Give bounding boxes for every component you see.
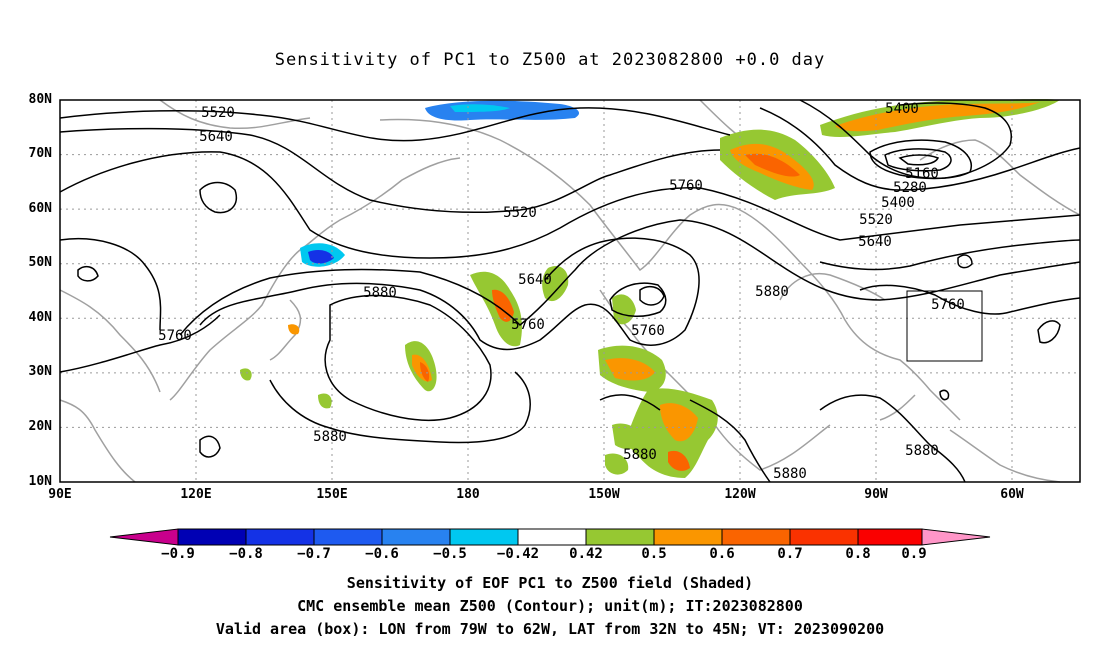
lon-label: 90E: [48, 487, 72, 502]
lon-label: 120E: [180, 487, 212, 502]
contour-label: 5880: [755, 284, 789, 300]
colorbar-label: −0.9: [161, 546, 195, 562]
contour-label: 5760: [631, 323, 665, 339]
colorbar-label: −0.42: [496, 546, 540, 562]
contour-label: 5880: [905, 443, 939, 459]
contour-label: 5400: [881, 195, 915, 211]
colorbar-swatch: [177, 528, 247, 546]
lat-label: 50N: [28, 255, 52, 270]
lat-label: 40N: [28, 310, 52, 325]
colorbar-swatch: [585, 528, 655, 546]
sensitivity-shading: [240, 99, 1060, 478]
colorbar-swatch: [381, 528, 451, 546]
contour-label: 5640: [518, 272, 552, 288]
colorbar-label: 0.42: [569, 546, 603, 562]
contour-label: 5520: [859, 212, 893, 228]
colorbar-swatch: [313, 528, 383, 546]
lat-label: 70N: [28, 146, 52, 161]
colorbar-swatch: [789, 528, 859, 546]
contour-label: 5880: [363, 285, 397, 301]
colorbar-swatch: [245, 528, 315, 546]
colorbar-swatch: [109, 528, 179, 546]
contour-label: 5880: [313, 429, 347, 445]
z500-contours: [59, 99, 1081, 483]
contour-label: 5760: [511, 317, 545, 333]
lat-label: 10N: [28, 474, 52, 489]
colorbar-label: −0.6: [365, 546, 399, 562]
colorbar-swatch: [721, 528, 791, 546]
contour-label: 5640: [199, 129, 233, 145]
contour-label: 5880: [623, 447, 657, 463]
colorbar-label: 0.7: [777, 546, 803, 562]
lon-label: 150W: [588, 487, 620, 502]
lat-label: 60N: [28, 201, 52, 216]
map-title: Sensitivity of PC1 to Z500 at 2023082800…: [274, 50, 826, 70]
lon-label: 180: [456, 487, 480, 502]
contour-label: 5280: [893, 180, 927, 196]
contour-label: 5520: [503, 205, 537, 221]
colorbar-label: −0.5: [433, 546, 467, 562]
contour-label: 5760: [669, 178, 703, 194]
contour-labels: 5520 5640 5400 5760 5160 5280 5400 5520 …: [158, 101, 965, 482]
lon-label: 150E: [316, 487, 348, 502]
caption-line-2: CMC ensemble mean Z500 (Contour); unit(m…: [297, 597, 803, 615]
lon-label: 90W: [864, 487, 888, 502]
caption-line-3: Valid area (box): LON from 79W to 62W, L…: [215, 620, 885, 638]
lon-label: 120W: [724, 487, 756, 502]
colorbar-label: 0.8: [845, 546, 871, 562]
contour-label: 5640: [858, 234, 892, 250]
contour-label: 5520: [201, 105, 235, 121]
colorbar-label: 0.6: [709, 546, 735, 562]
lat-label: 30N: [28, 364, 52, 379]
valid-area-box: [906, 290, 983, 362]
colorbar-swatch: [653, 528, 723, 546]
lon-label: 60W: [1000, 487, 1024, 502]
contour-label: 5400: [885, 101, 919, 117]
colorbar-label: 0.5: [641, 546, 667, 562]
colorbar-swatch: [857, 528, 923, 546]
colorbar-swatch: [921, 528, 991, 546]
map-border: [59, 99, 1081, 483]
caption-line-1: Sensitivity of EOF PC1 to Z500 field (Sh…: [346, 574, 754, 592]
colorbar: [109, 528, 991, 546]
colorbar-label: −0.7: [297, 546, 331, 562]
colorbar-swatch: [517, 528, 587, 546]
contour-label: 5760: [158, 328, 192, 344]
lat-label: 20N: [28, 419, 52, 434]
lat-label: 80N: [28, 92, 52, 107]
colorbar-label: −0.8: [229, 546, 263, 562]
contour-label: 5760: [931, 297, 965, 313]
contour-label: 5160: [905, 166, 939, 182]
colorbar-swatch: [449, 528, 519, 546]
colorbar-label: 0.9: [901, 546, 927, 562]
contour-label: 5880: [773, 466, 807, 482]
